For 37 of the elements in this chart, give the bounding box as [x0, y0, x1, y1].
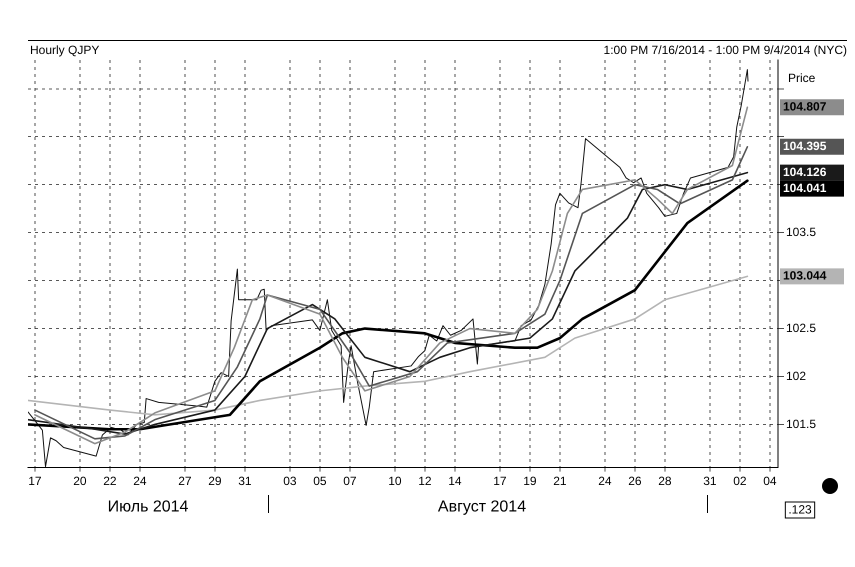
x-tick-label: 10: [388, 474, 402, 488]
text: 104.041: [783, 180, 827, 195]
x-tick-label: 14: [448, 474, 462, 488]
x-tick-label: 12: [418, 474, 432, 488]
x-tick-label: 19: [523, 474, 537, 488]
x-tick-label: 02: [733, 474, 747, 488]
y-tick-label: 103.5: [786, 224, 816, 239]
x-tick-label: 03: [283, 474, 297, 488]
x-tick-label: 31: [703, 474, 717, 488]
x-tick-label: 28: [658, 474, 672, 488]
chart-title: Hourly QJPY: [30, 43, 100, 57]
text: 103.044: [783, 268, 827, 283]
x-tick-label: 20: [73, 474, 87, 488]
x-tick-label: 04: [763, 474, 777, 488]
text: Август 2014: [438, 498, 526, 516]
text: 104.126: [783, 164, 827, 179]
x-tick-label: 29: [208, 474, 222, 488]
x-tick-label: 24: [133, 474, 147, 488]
text: Июль 2014: [108, 498, 189, 516]
text: 104.395: [783, 139, 827, 154]
x-tick-label: 05: [313, 474, 327, 488]
x-tick-label: 17: [493, 474, 507, 488]
chart-subtitle: 1:00 PM 7/16/2014 - 1:00 PM 9/4/2014 (NYC): [604, 43, 848, 57]
y-tick-label: 102.5: [786, 320, 816, 335]
y-tick-label: 101.5: [786, 416, 816, 431]
x-tick-label: 17: [28, 474, 42, 488]
x-tick-label: 27: [178, 474, 192, 488]
text: 104.807: [783, 100, 827, 114]
x-tick-label: 21: [553, 474, 567, 488]
x-tick-label: 22: [103, 474, 117, 488]
y-tick-label: 102: [786, 368, 806, 383]
text: .123: [788, 502, 812, 516]
y-axis-title: Price: [788, 71, 816, 85]
x-tick-label: 31: [238, 474, 252, 488]
x-tick-label: 26: [628, 474, 642, 488]
x-tick-label: 07: [343, 474, 357, 488]
x-tick-label: 24: [598, 474, 612, 488]
